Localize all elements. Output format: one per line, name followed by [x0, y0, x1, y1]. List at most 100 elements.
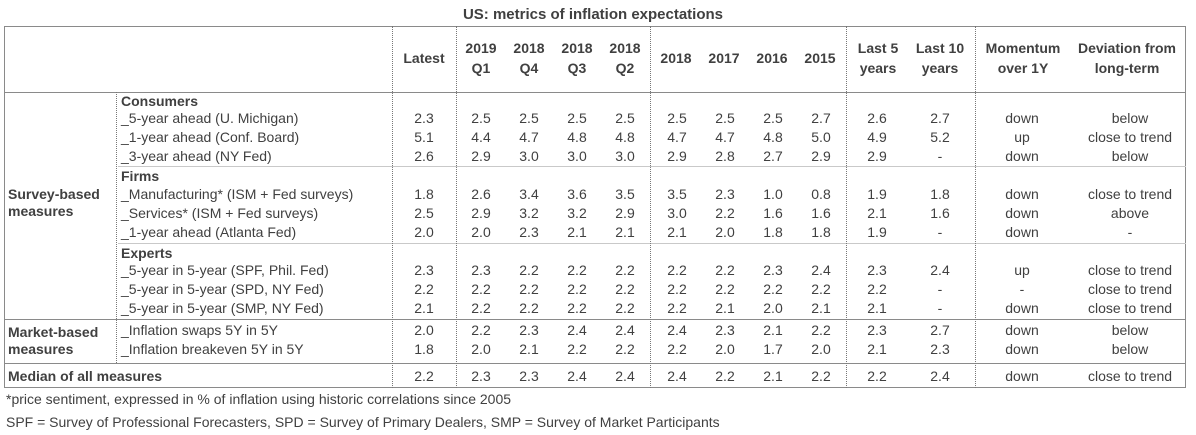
header-last-10-line1: Last 10: [915, 40, 965, 56]
row-value: 2.2: [471, 322, 491, 338]
header-2016: 2016: [756, 50, 788, 66]
median-value: 2.3: [471, 368, 491, 384]
row-value: 2.2: [763, 281, 783, 297]
row-deviation: close to trend: [1087, 129, 1173, 145]
row-value: -: [937, 281, 943, 297]
row-value: 1.8: [930, 186, 950, 202]
row-value: 2.2: [615, 300, 635, 316]
row-value: 2.1: [519, 341, 539, 357]
row-value: 2.9: [471, 205, 491, 221]
header-2018-q3-year: 2018: [561, 40, 593, 56]
row-value: 2.5: [471, 110, 491, 126]
row-label: _1-year ahead (Conf. Board): [121, 129, 300, 145]
row-value: 3.5: [667, 186, 687, 202]
row-label: _5-year in 5-year (SPF, Phil. Fed): [121, 262, 329, 278]
row-value: 2.5: [414, 205, 434, 221]
header-latest: Latest: [403, 50, 445, 66]
row-value: 3.4: [519, 186, 539, 202]
median-deviation: close to trend: [1087, 368, 1173, 384]
row-value: 2.1: [867, 341, 887, 357]
annual-column-divider: [846, 26, 847, 388]
row-value: 2.0: [715, 224, 735, 240]
header-2018-q4-year: 2018: [513, 40, 545, 56]
header-2019-q1-quarter: Q1: [471, 60, 491, 76]
row-label: _Inflation swaps 5Y in 5Y: [121, 322, 278, 338]
row-value: 2.2: [811, 322, 831, 338]
row-value: 2.4: [567, 322, 587, 338]
row-value: 4.7: [667, 129, 687, 145]
row-value: 3.0: [519, 148, 539, 164]
header-deviation-line1: Deviation from: [1077, 40, 1176, 56]
row-value: 2.1: [567, 224, 587, 240]
row-value: 1.0: [763, 186, 783, 202]
label-column-divider: [392, 26, 393, 388]
row-deviation: close to trend: [1087, 262, 1173, 278]
row-momentum: down: [1005, 186, 1039, 202]
row-deviation: below: [1111, 341, 1149, 357]
row-momentum: up: [1014, 129, 1030, 145]
row-value: 1.7: [763, 341, 783, 357]
row-value: 2.1: [867, 300, 887, 316]
row-momentum: down: [1005, 300, 1039, 316]
row-value: 1.8: [811, 224, 831, 240]
header-2018-q3: 2018 Q3: [554, 38, 600, 78]
median-value: 2.2: [414, 368, 434, 384]
row-deviation: below: [1111, 148, 1149, 164]
row-value: 2.2: [567, 300, 587, 316]
row-value: 2.3: [519, 224, 539, 240]
row-value: 5.1: [414, 129, 434, 145]
row-value: 4.7: [715, 129, 735, 145]
category-survey-based: Survey-based measures: [8, 186, 100, 220]
row-value: 3.0: [667, 205, 687, 221]
category-market-based: Market-based measures: [8, 324, 98, 358]
row-deviation: below: [1111, 110, 1149, 126]
header-last-5-line1: Last 5: [857, 40, 899, 56]
row-value: 2.3: [715, 186, 735, 202]
header-2018-q2: 2018 Q2: [602, 38, 648, 78]
row-value: 2.5: [763, 110, 783, 126]
row-momentum: down: [1005, 224, 1039, 240]
row-value: 4.4: [471, 129, 491, 145]
row-value: 2.7: [763, 148, 783, 164]
category-market-line2: measures: [8, 341, 74, 357]
row-value: 2.4: [667, 322, 687, 338]
header-divider: [4, 92, 1186, 93]
header-last-5-years: Last 5 years: [847, 38, 909, 78]
row-value: 2.9: [667, 148, 687, 164]
row-momentum: -: [1019, 281, 1025, 297]
header-2018-q4: 2018 Q4: [506, 38, 552, 78]
category-median: Median of all measures: [8, 368, 163, 384]
row-value: 2.9: [471, 148, 491, 164]
row-value: 2.3: [867, 262, 887, 278]
median-value: 2.1: [763, 368, 783, 384]
row-value: 4.8: [615, 129, 635, 145]
subgroup-experts: Experts: [121, 245, 173, 261]
row-momentum: down: [1005, 148, 1039, 164]
header-2015: 2015: [804, 50, 836, 66]
row-value: 2.6: [471, 186, 491, 202]
header-momentum: Momentum over 1Y: [977, 38, 1069, 78]
median-value: 2.3: [519, 368, 539, 384]
row-value: 2.2: [471, 300, 491, 316]
header-2018-q2-quarter: Q2: [615, 60, 635, 76]
row-momentum: down: [1005, 322, 1039, 338]
header-momentum-line1: Momentum: [985, 40, 1061, 56]
category-survey-line1: Survey-based: [8, 186, 100, 202]
row-value: 2.4: [930, 262, 950, 278]
row-value: 2.2: [715, 205, 735, 221]
long-run-column-divider: [975, 26, 976, 388]
header-2018: 2018: [660, 50, 692, 66]
row-value: 2.1: [867, 205, 887, 221]
header-last-10-line2: years: [921, 60, 959, 76]
row-value: 2.2: [615, 262, 635, 278]
row-value: 2.0: [471, 341, 491, 357]
row-value: 2.4: [811, 262, 831, 278]
row-value: 2.6: [414, 148, 434, 164]
row-label: _5-year in 5-year (SPD, NY Fed): [121, 281, 324, 297]
row-momentum: down: [1005, 205, 1039, 221]
row-value: 2.1: [811, 300, 831, 316]
row-value: 5.0: [811, 129, 831, 145]
row-value: 1.9: [867, 224, 887, 240]
footnote-price-sentiment: *price sentiment, expressed in % of infl…: [6, 391, 512, 407]
header-2018-q4-quarter: Q4: [519, 60, 539, 76]
